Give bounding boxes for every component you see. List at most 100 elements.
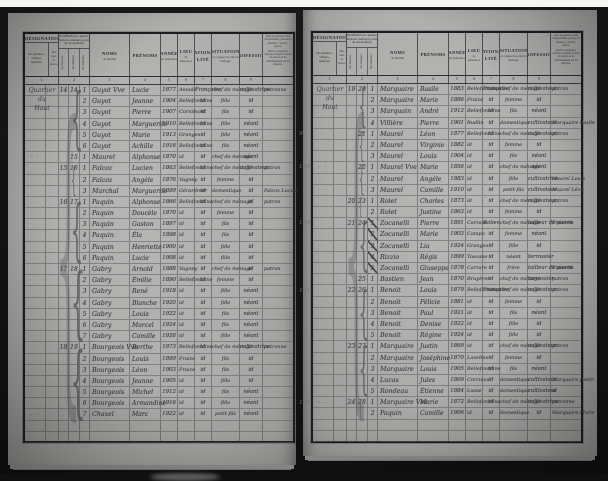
cell-pro: id [240, 364, 263, 376]
cell-n: 2 [368, 296, 378, 308]
handwritten-nat: id [200, 310, 206, 317]
cell-nat: id [195, 286, 212, 298]
cell-note: patron [551, 285, 581, 297]
cell-nat: id [483, 229, 500, 241]
handwritten-an: 1873 [450, 197, 464, 204]
column-number: 9 [528, 76, 551, 83]
cell-an: 1903 [449, 229, 466, 241]
cell-note [263, 421, 293, 432]
handwritten-nom: Maurel [380, 153, 404, 161]
cell-n: 5 [368, 263, 378, 275]
handwritten-nom: Falcoz [92, 165, 113, 173]
cell-pre: Justin [418, 341, 449, 353]
cell-designation [25, 286, 46, 298]
handwritten-sit: fils [221, 355, 230, 362]
handwritten-nat: id [488, 410, 494, 417]
cell-designation [25, 264, 46, 276]
handwritten-n: 4 [370, 119, 375, 127]
cell-nom: Marquain [378, 106, 418, 118]
column-number: 2 [59, 77, 90, 84]
handwritten-pre: Jeanne [132, 98, 154, 106]
handwritten-nat: id [200, 210, 206, 217]
cell-designation [25, 163, 46, 175]
cell-lieu: id [178, 297, 195, 309]
cell-nat: id [195, 375, 212, 388]
handwritten-nom: Marquaire [380, 354, 414, 362]
cell-n: 1 [80, 152, 90, 164]
cell-designation [313, 139, 334, 152]
cell-lieu: Bellefontaine [466, 397, 501, 409]
cell-pro: néant [240, 152, 263, 164]
handwritten-an: 1870 [450, 276, 464, 283]
cell-nom: Maurel [378, 128, 418, 140]
cell-lieu: id [178, 286, 195, 298]
handwritten-pre: Camille [420, 410, 444, 418]
handwritten-an: 1916 [162, 400, 176, 407]
handwritten-nom: Maurel [380, 186, 404, 194]
handwritten-pro: id [248, 176, 254, 183]
handwritten-pro: terrassier [528, 276, 554, 283]
cell-mai: 24 [347, 397, 357, 409]
cell-men: 26 [357, 285, 368, 297]
handwritten-sit: fils [221, 321, 230, 328]
cell-sit: chef de ménage [212, 196, 252, 209]
handwritten-sit: femme [216, 176, 235, 183]
cell-note: Falcoz Lucien [263, 186, 298, 197]
handwritten-pre: Pierre [420, 119, 440, 127]
cell-nom: Maurel [378, 139, 418, 152]
cell-pro: cultivateur [528, 374, 557, 387]
handwritten-an: 1916 [162, 142, 176, 149]
handwritten-pro: cultivateur [240, 165, 269, 172]
cell-designation [46, 264, 59, 276]
handwritten-note: patron [552, 343, 569, 350]
cell-nat: Française [195, 85, 221, 97]
handwritten-nat: id [488, 175, 494, 182]
cell-designation [25, 208, 46, 220]
handwritten-an: 1924 [450, 332, 464, 339]
handwritten-pro: néant [531, 231, 547, 238]
cell-sit: fils [500, 151, 528, 163]
handwritten-lieu: Gérardmer [179, 187, 208, 194]
cell-men [69, 185, 80, 197]
cell-n: 3 [368, 307, 378, 319]
handwritten-nom: Marquaire [380, 86, 414, 93]
handwritten-an: 1890 [162, 277, 176, 284]
handwritten-pre: Marie [420, 97, 439, 105]
handwritten-n: 2 [370, 354, 375, 362]
cell-n: 2 [80, 353, 90, 365]
cell-n: 4 [80, 297, 90, 309]
handwritten-mai: 20 [347, 197, 356, 205]
cell-nom: Zocanelli [378, 218, 418, 230]
handwritten-n: 2 [82, 355, 87, 363]
cell-an: 1870 [161, 208, 178, 220]
cell-lieu: Vagney [178, 174, 197, 186]
cell-designation [334, 195, 347, 208]
cell-men [69, 297, 80, 309]
cell-designation [25, 342, 46, 354]
cell-lieu: id [178, 208, 195, 220]
handwritten-n: 3 [370, 365, 375, 373]
cell-men [69, 353, 80, 365]
cell-pre [418, 419, 449, 431]
handwritten-n: 4 [82, 232, 87, 240]
cell-men [357, 374, 368, 387]
handwritten-lieu: Granges [467, 242, 489, 249]
cell-n: 4 [80, 230, 90, 242]
handwritten-lieu: id [467, 186, 472, 193]
handwritten-nat: id [488, 265, 494, 271]
handwritten-pro: cultivateur [528, 197, 557, 204]
cell-nom: Rolet [378, 195, 418, 208]
cell-pro: tailleur de pierre [528, 263, 573, 275]
cell-nat: id [195, 409, 212, 421]
handwritten-nat: id [488, 186, 494, 193]
cell-nat: id [483, 95, 500, 107]
handwritten-pre: Marie [132, 131, 151, 139]
cell-note [551, 431, 581, 442]
handwritten-an: 1877 [162, 87, 176, 93]
cell-men: 18 [69, 264, 80, 276]
handwritten-pre: Louis [420, 287, 437, 295]
handwritten-note: Maurel Louis [552, 175, 585, 182]
cell-men [69, 208, 80, 220]
cell-n: 3 [80, 286, 90, 298]
cell-an: 1899 [161, 353, 178, 365]
